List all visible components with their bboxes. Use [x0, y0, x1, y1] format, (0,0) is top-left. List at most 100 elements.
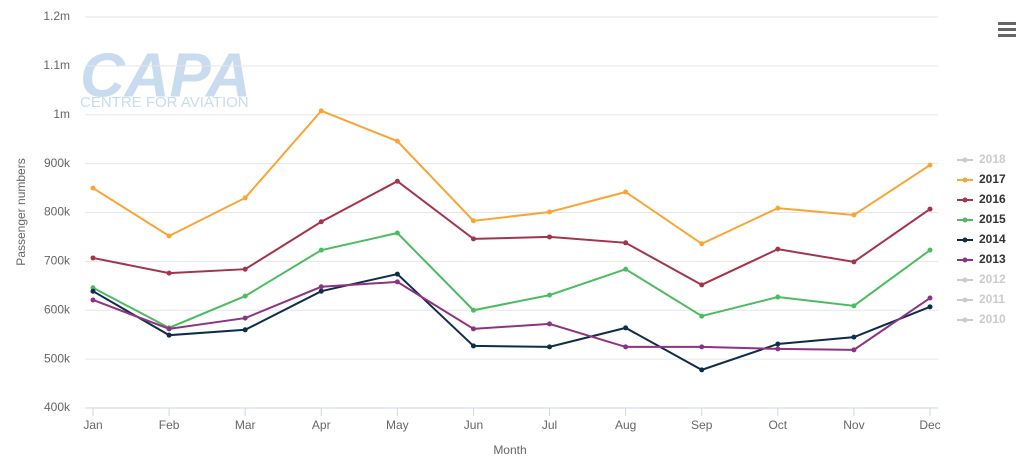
- point: [623, 325, 629, 331]
- point: [547, 234, 553, 240]
- x-tick-label: Sep: [691, 418, 713, 432]
- legend-dot: [962, 277, 968, 283]
- y-tick-label: 500k: [44, 351, 71, 365]
- x-tick-label: Apr: [312, 418, 331, 432]
- legend-item[interactable]: 2012: [957, 272, 1006, 286]
- legend-dot: [962, 157, 968, 163]
- watermark-title: CAPA: [80, 41, 251, 110]
- point: [851, 259, 857, 265]
- point: [851, 303, 857, 309]
- point: [318, 284, 324, 290]
- series-line: [92, 180, 931, 286]
- legend-label: 2014: [979, 232, 1006, 246]
- point: [775, 346, 781, 352]
- menu-button[interactable]: [998, 22, 1016, 37]
- y-tick-label: 1.1m: [43, 58, 70, 72]
- series-line: [92, 272, 931, 371]
- point: [394, 279, 400, 285]
- menu-bar[interactable]: [998, 34, 1016, 37]
- x-tick-label: Jul: [542, 418, 557, 432]
- x-tick-label: Jun: [464, 418, 483, 432]
- legend-label: 2017: [979, 172, 1006, 186]
- legend-dot: [962, 177, 968, 183]
- legend-item[interactable]: 2016: [957, 192, 1006, 206]
- point: [470, 343, 476, 349]
- point: [547, 344, 553, 350]
- x-axis-label: Month: [493, 443, 526, 457]
- legend-item[interactable]: 2018: [957, 152, 1006, 166]
- point: [318, 247, 324, 253]
- point: [775, 294, 781, 300]
- point: [927, 304, 933, 310]
- point: [623, 240, 629, 246]
- point: [547, 209, 553, 215]
- menu-bar[interactable]: [998, 28, 1016, 31]
- point: [623, 189, 629, 195]
- point: [394, 230, 400, 236]
- point: [699, 313, 705, 319]
- point: [547, 292, 553, 298]
- point: [470, 218, 476, 224]
- legend-item[interactable]: 2011: [957, 292, 1005, 306]
- x-tick-label: May: [386, 418, 409, 432]
- series-line: [92, 231, 931, 329]
- point: [318, 108, 324, 114]
- legend-label: 2010: [979, 312, 1006, 326]
- legend-label: 2013: [979, 252, 1006, 266]
- y-tick-label: 1m: [53, 107, 70, 121]
- legend-dot: [962, 197, 968, 203]
- point: [699, 344, 705, 350]
- x-tick-label: Oct: [768, 418, 787, 432]
- y-tick-label: 600k: [44, 302, 71, 316]
- legend-label: 2011: [979, 292, 1005, 306]
- x-tick-label: Jan: [83, 418, 102, 432]
- point: [166, 270, 172, 276]
- point: [851, 334, 857, 340]
- series-line: [92, 280, 931, 351]
- point: [699, 367, 705, 373]
- point: [775, 246, 781, 252]
- point: [166, 326, 172, 332]
- y-tick-label: 800k: [44, 205, 71, 219]
- point: [775, 341, 781, 347]
- legend-label: 2018: [979, 152, 1006, 166]
- legend-dot: [962, 317, 968, 323]
- point: [90, 297, 96, 303]
- point: [470, 236, 476, 242]
- point: [927, 247, 933, 253]
- y-tick-label: 900k: [44, 156, 71, 170]
- point: [851, 212, 857, 218]
- legend-label: 2015: [979, 212, 1006, 226]
- legend-item[interactable]: 2010: [957, 312, 1006, 326]
- legend-item[interactable]: 2017: [957, 172, 1006, 186]
- series-line: [92, 109, 931, 245]
- point: [927, 162, 933, 168]
- x-tick-label: Aug: [615, 418, 636, 432]
- point: [547, 321, 553, 327]
- point: [851, 347, 857, 353]
- point: [394, 178, 400, 184]
- legend-item[interactable]: 2015: [957, 212, 1006, 226]
- point: [623, 266, 629, 272]
- legend-label: 2016: [979, 192, 1006, 206]
- point: [166, 233, 172, 239]
- legend-item[interactable]: 2014: [957, 232, 1006, 246]
- x-tick-label: Mar: [235, 418, 256, 432]
- point: [470, 307, 476, 313]
- point: [699, 282, 705, 288]
- menu-bar[interactable]: [998, 22, 1016, 25]
- point: [927, 206, 933, 212]
- point: [318, 219, 324, 225]
- point: [699, 241, 705, 247]
- point: [242, 195, 248, 201]
- y-tick-label: 700k: [44, 254, 71, 268]
- point: [775, 205, 781, 211]
- y-tick-label: 1.2m: [43, 9, 70, 23]
- point: [90, 288, 96, 294]
- point: [242, 266, 248, 272]
- point: [90, 285, 96, 291]
- legend-dot: [962, 257, 968, 263]
- legend-dot: [962, 237, 968, 243]
- legend-item[interactable]: 2013: [957, 252, 1006, 266]
- point: [394, 271, 400, 277]
